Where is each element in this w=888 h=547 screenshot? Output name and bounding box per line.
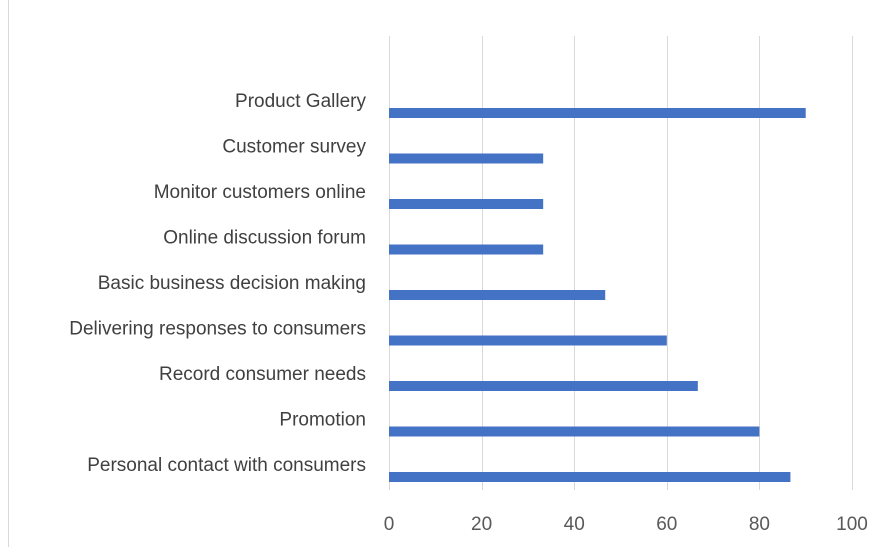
x-tick-label: 80 <box>749 514 770 535</box>
category-label: Promotion <box>279 410 366 431</box>
category-labels: Personal contact with consumers Promotion… <box>69 91 366 476</box>
x-tick-label: 20 <box>471 514 492 535</box>
bar <box>389 244 544 255</box>
x-tick-label: 0 <box>384 514 395 535</box>
category-label: Personal contact with consumers <box>87 455 366 476</box>
chart-frame-edge <box>8 0 9 547</box>
bars <box>389 108 806 482</box>
bar <box>389 335 667 346</box>
category-label: Customer survey <box>222 137 366 158</box>
bar <box>389 290 606 300</box>
x-tick-label: 60 <box>656 514 677 535</box>
category-label: Online discussion forum <box>163 228 366 249</box>
bar <box>389 108 806 118</box>
gridlines <box>389 36 853 490</box>
bar <box>389 472 791 482</box>
category-label: Record consumer needs <box>159 364 366 385</box>
category-label: Basic business decision making <box>98 273 366 294</box>
bar <box>389 426 760 437</box>
bar <box>389 381 698 391</box>
x-tick-labels: 0 20 40 60 80 100 <box>384 514 868 535</box>
category-label: Product Gallery <box>235 91 366 112</box>
bar <box>389 153 544 164</box>
bar <box>389 199 544 209</box>
x-tick-label: 100 <box>836 514 868 535</box>
category-label: Monitor customers online <box>154 182 366 203</box>
x-tick-label: 40 <box>564 514 585 535</box>
category-label: Delivering responses to consumers <box>69 319 366 340</box>
